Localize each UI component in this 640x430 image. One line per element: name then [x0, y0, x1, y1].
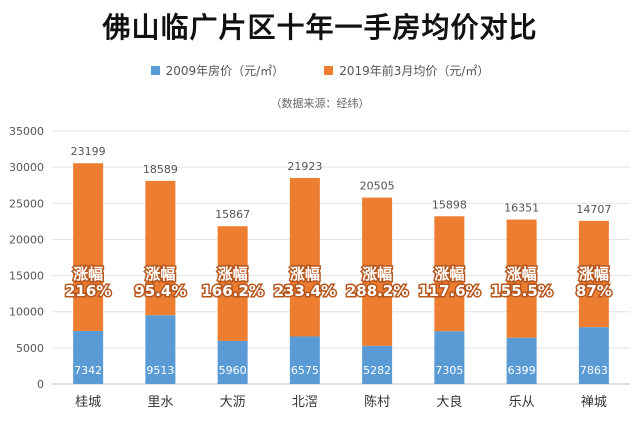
bar-2019	[145, 180, 176, 316]
x-tick-label: 大沥	[220, 395, 246, 410]
bar-2009	[434, 331, 465, 384]
x-tick-label: 桂城	[75, 395, 101, 410]
growth-title-label: 涨幅	[290, 265, 320, 283]
x-tick-label: 乐从	[509, 395, 535, 410]
data-label-2019: 21923	[287, 160, 322, 173]
legend-item-2009: 2009年房价（元/㎡）	[150, 62, 285, 79]
data-label-2009: 6399	[508, 364, 536, 377]
bar-2019	[434, 216, 465, 332]
legend-swatch-2019	[324, 66, 334, 75]
bar-2019	[217, 226, 248, 341]
bar-2019	[73, 163, 104, 331]
data-label-2009: 6575	[291, 364, 319, 377]
growth-value-label: 155.5%	[490, 282, 552, 300]
legend-item-2019: 2019年前3月均价（元/㎡）	[324, 62, 489, 79]
y-tick-label: 5000	[16, 342, 44, 355]
data-label-2019: 15867	[215, 208, 250, 221]
growth-value-label: 166.2%	[201, 282, 263, 300]
x-tick-label: 里水	[147, 395, 173, 410]
x-tick-label: 大良	[436, 394, 462, 410]
growth-title-label: 涨幅	[362, 265, 392, 283]
bar-2009	[289, 336, 320, 384]
bar-2009	[578, 327, 609, 384]
chart-title: 佛山临广片区十年一手房均价对比	[102, 11, 538, 44]
y-tick-label: 10000	[9, 306, 44, 319]
bar-2019	[362, 197, 393, 346]
data-label-2019: 15898	[432, 198, 467, 211]
y-tick-label: 15000	[9, 270, 44, 283]
data-label-2009: 5960	[219, 364, 247, 377]
y-tick-label: 35000	[9, 125, 44, 138]
y-tick-label: 0	[37, 378, 44, 391]
y-tick-label: 25000	[9, 197, 44, 210]
growth-title-label: 涨幅	[579, 265, 609, 283]
bar-2009	[506, 337, 537, 384]
bar-2009	[362, 345, 393, 384]
growth-value-label: 216%	[65, 282, 111, 300]
data-label-2019: 20505	[360, 180, 395, 193]
bar-2019	[578, 220, 609, 328]
bar-2009	[145, 315, 176, 384]
data-label-2009: 7342	[74, 364, 102, 377]
data-label-2009: 7305	[435, 364, 463, 377]
y-tick-label: 20000	[9, 233, 44, 246]
legend-label-2019: 2019年前3月均价（元/㎡）	[339, 64, 490, 78]
growth-title-label: 涨幅	[73, 265, 103, 283]
bar-2019	[289, 178, 320, 337]
legend-label-2009: 2009年房价（元/㎡）	[165, 64, 285, 78]
growth-title-label: 涨幅	[434, 265, 464, 283]
data-label-2019: 14707	[576, 203, 611, 216]
x-tick-label: 陈村	[364, 394, 390, 410]
growth-value-label: 288.2%	[346, 282, 408, 300]
data-label-2009: 9513	[146, 364, 174, 377]
growth-value-label: 95.4%	[134, 282, 186, 300]
bar-2009	[73, 330, 104, 384]
data-label-2019: 23199	[71, 145, 106, 158]
bar-2019	[506, 219, 537, 338]
growth-value-label: 233.4%	[274, 282, 336, 300]
legend-swatch-2009	[150, 66, 160, 75]
y-tick-label: 30000	[9, 161, 44, 174]
growth-title-label: 涨幅	[507, 265, 537, 283]
growth-value-label: 87%	[576, 282, 612, 300]
growth-title-label: 涨幅	[218, 265, 248, 283]
x-tick-label: 禅城	[581, 395, 607, 410]
data-label-2009: 5282	[363, 364, 391, 377]
legend: 2009年房价（元/㎡） 2019年前3月均价（元/㎡）	[0, 62, 640, 79]
data-source: （数据来源：经纬）	[270, 97, 370, 110]
x-tick-label: 北滘	[292, 395, 318, 410]
bar-2009	[217, 340, 248, 384]
data-label-2009: 7863	[580, 364, 608, 377]
data-label-2019: 16351	[504, 202, 539, 215]
growth-value-label: 117.6%	[418, 282, 480, 300]
data-label-2019: 18589	[143, 163, 178, 176]
growth-title-label: 涨幅	[145, 265, 175, 283]
